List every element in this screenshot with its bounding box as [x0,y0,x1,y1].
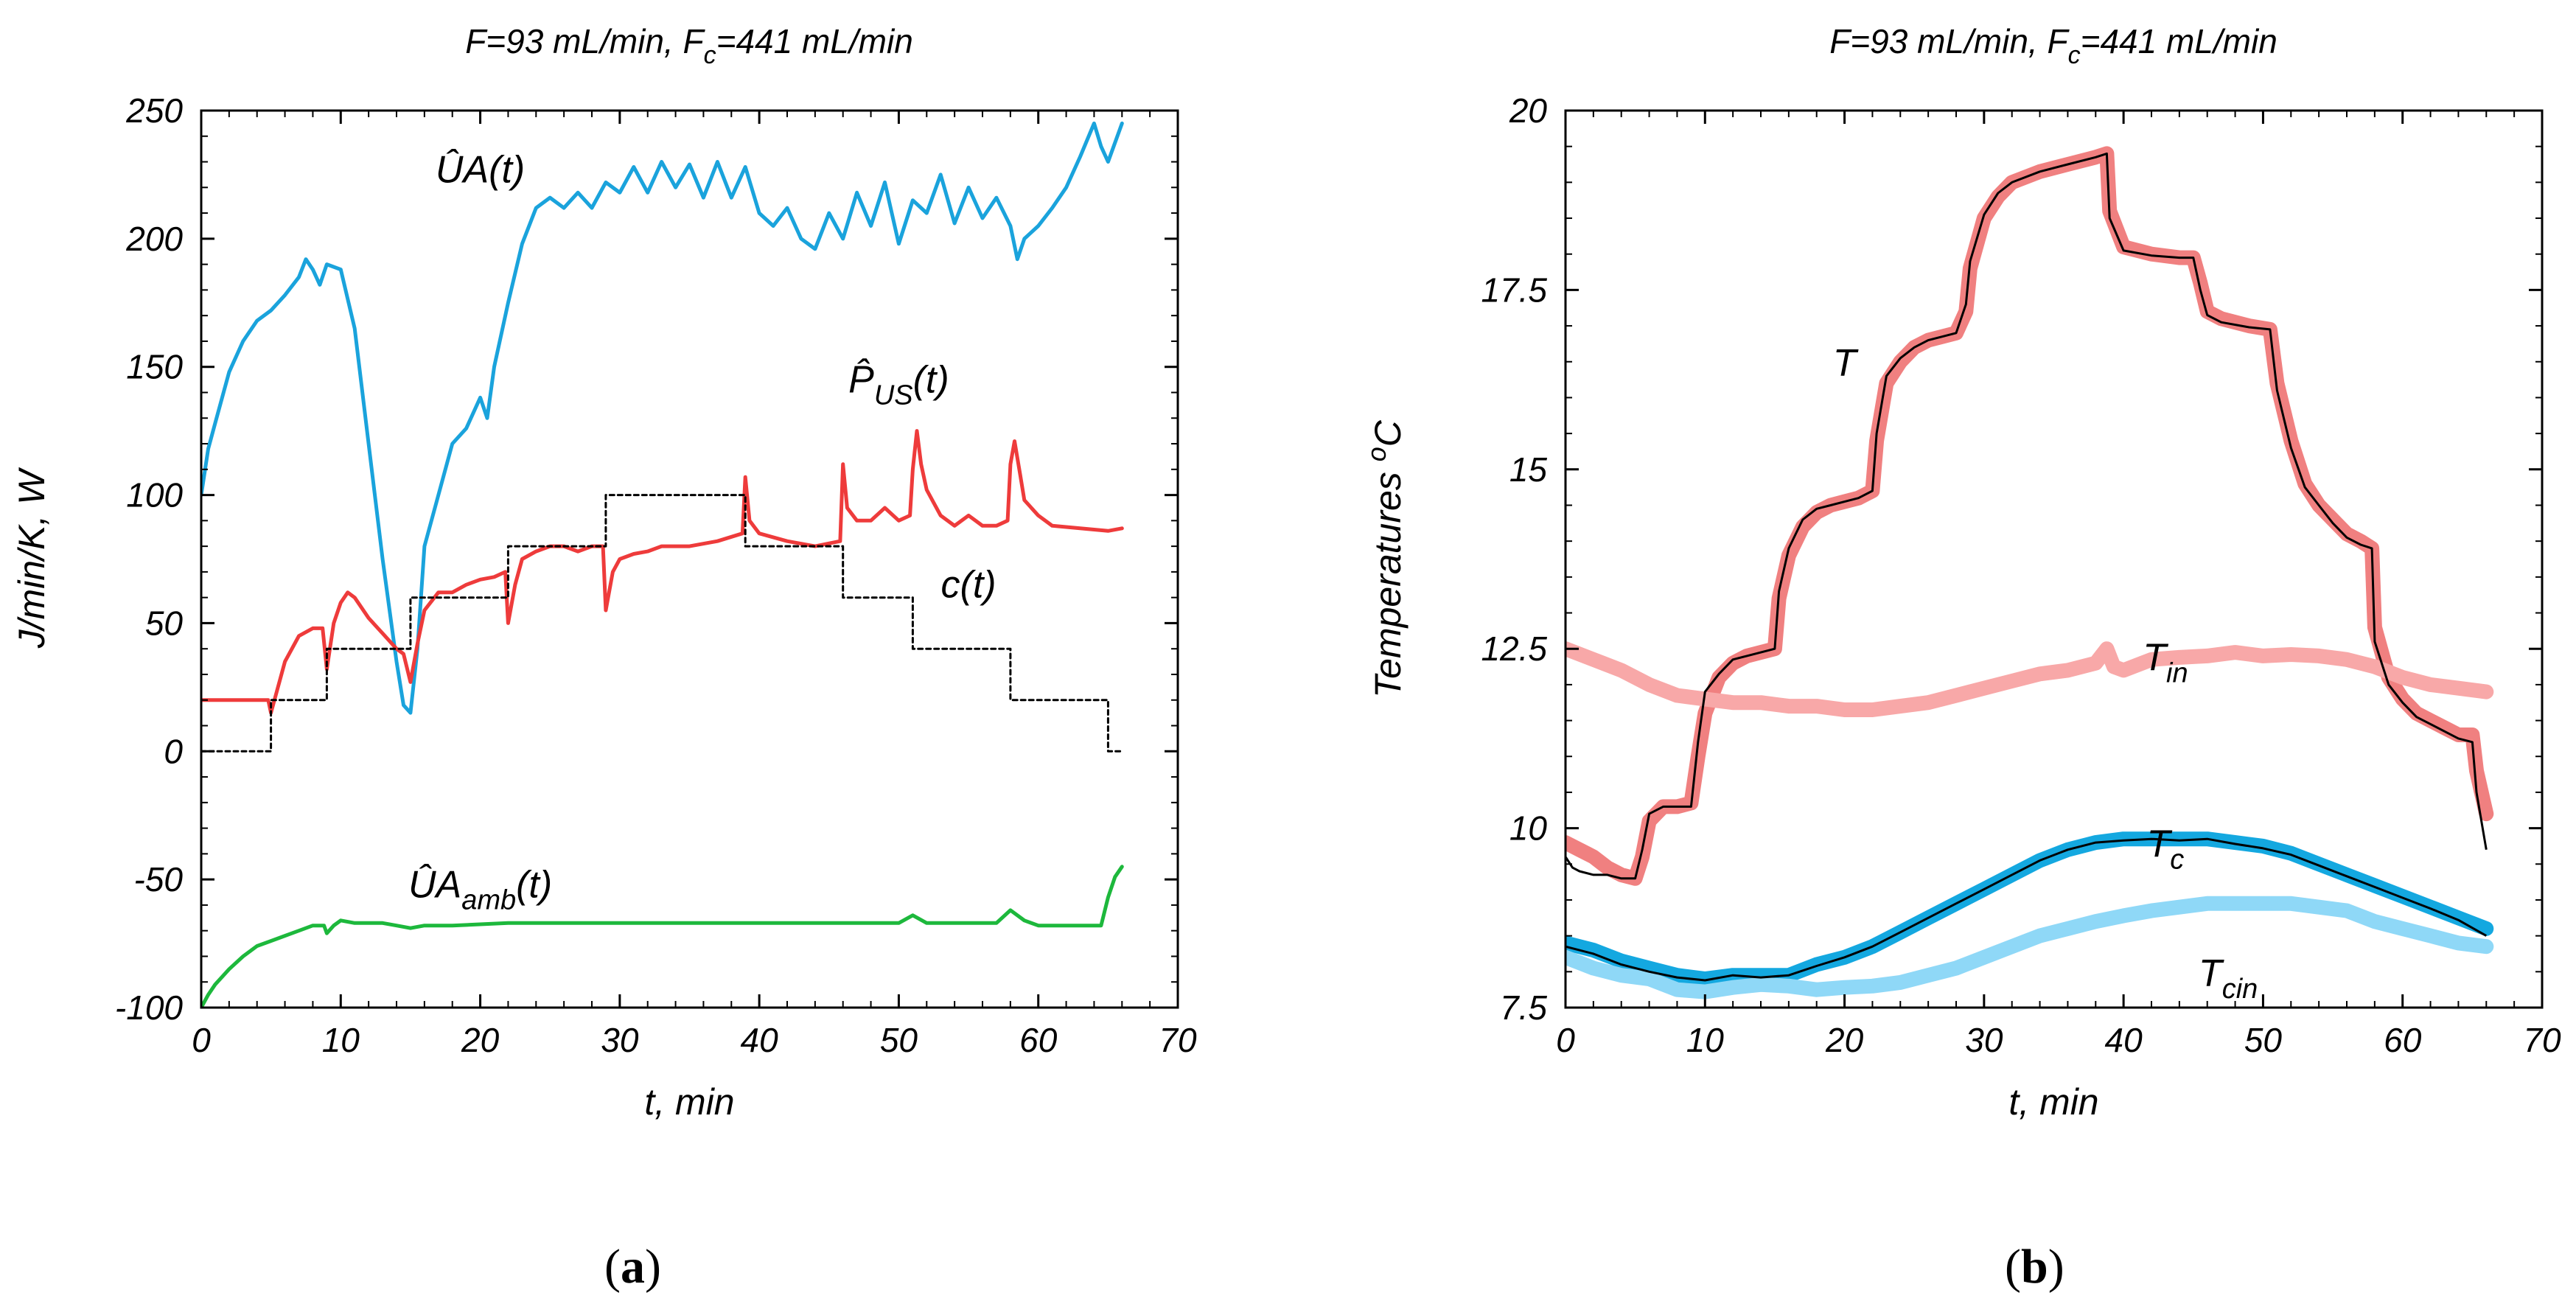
y-axis-label: J/min/K, W [11,467,52,649]
title-text-tail: =441 mL/min [2081,22,2277,60]
plot-frame [200,109,1179,1009]
x-tick-label: 70 [1159,1021,1197,1059]
series-line-tcin [1566,896,2494,999]
x-tick-label: 0 [192,1021,211,1059]
series-label-subscript: in [2166,657,2188,688]
caption-close: ) [2048,1240,2064,1294]
title-subscript: c [704,41,716,69]
y-tick-label: 7.5 [1500,988,1547,1027]
title-subscript: c [2068,41,2081,69]
caption-letter: b [2021,1240,2048,1294]
plot-area [201,121,1124,1008]
caption-letter: a [621,1240,645,1294]
series-label-subscript: cin [2222,974,2258,1005]
title-text: F=93 mL/min, F [1829,22,2070,60]
series-label-tail: (t) [516,863,552,906]
series-line-at [201,121,1124,715]
x-tick-label: 10 [1686,1021,1725,1059]
y-axis-label-text: Temperatures [1367,461,1409,698]
series-line-aambt [201,865,1124,1008]
y-tick-label: 250 [125,91,183,130]
title-text-tail: =441 mL/min [716,22,913,60]
plot-area [1566,146,2494,999]
series-label-main: T [2143,636,2168,679]
y-axis-label-text: J/min/K, W [11,467,52,649]
x-tick-label: 20 [461,1021,500,1059]
y-tick-label: 50 [145,604,184,642]
y-tick-label: 20 [1509,91,1548,130]
y-tick-label: 200 [125,220,183,258]
series-label-main: ÛA [408,863,461,906]
series-line-ct [201,494,1123,753]
y-tick-label: 17.5 [1481,271,1547,309]
x-tick-label: 40 [2105,1021,2143,1059]
x-axis-label: t, min [2008,1081,2098,1123]
x-tick-label: 20 [1825,1021,1864,1059]
y-tick-label: 10 [1509,809,1548,848]
series-label-main: ÛA(t) [436,148,525,191]
series-label-tail: (t) [913,358,949,401]
x-tick-label: 0 [1556,1021,1575,1059]
series-line-pust [201,429,1124,715]
series-label-pust: P̂US(t) [848,357,949,411]
y-axis-label-superscript: o [1361,447,1392,461]
series-label-subscript: amb [461,884,516,915]
measured-line-0 [1566,152,2488,880]
x-tick-label: 40 [741,1021,779,1059]
y-axis-label: Temperatures oC [1361,419,1409,698]
y-tick-label: 0 [164,732,183,770]
caption-close: ) [645,1240,661,1294]
panel-caption: (b) [2005,1240,2064,1294]
x-tick-label: 60 [1019,1021,1058,1059]
series-label-subscript: US [874,380,913,411]
series-label-ct: c(t) [941,564,996,607]
series-label-main: T [2199,952,2224,995]
series-line-t [1566,146,2494,886]
y-tick-label: 100 [126,476,183,514]
chart-panel-a: F=93 mL/min, Fc=441 mL/minÛA(t)P̂US(t)c(… [11,22,1197,1294]
title-text: F=93 mL/min, F [465,22,705,60]
x-tick-label: 10 [322,1021,360,1059]
series-label-tc: Tc [2147,823,2185,876]
y-axis-label-tail: C [1367,419,1409,447]
chart-title: F=93 mL/min, Fc=441 mL/min [1829,22,2277,69]
panel-caption: (a) [604,1240,661,1294]
series-line-tin [1566,641,2494,717]
y-tick-label: 150 [126,348,183,386]
x-tick-label: 50 [2244,1021,2283,1059]
series-label-main: T [1833,342,1859,385]
caption-open: ( [2005,1240,2021,1294]
x-axis-label: t, min [644,1081,734,1123]
series-label-aambt: ÛAamb(t) [408,863,552,915]
caption-open: ( [604,1240,621,1294]
y-tick-label: -100 [115,988,183,1027]
x-tick-label: 30 [601,1021,639,1059]
series-label-subscript: c [2170,845,2184,876]
chart-title: F=93 mL/min, Fc=441 mL/min [465,22,913,69]
x-tick-label: 60 [2384,1021,2422,1059]
y-tick-label: 12.5 [1481,629,1547,668]
series-label-at: ÛA(t) [436,148,525,191]
series-label-main: c(t) [941,564,996,607]
plot-frame [1564,109,2544,1009]
measured-line-1 [1566,837,2488,982]
x-tick-label: 30 [1965,1021,2003,1059]
series-label-t: T [1833,342,1859,385]
x-tick-label: 70 [2523,1021,2561,1059]
y-tick-label: 15 [1509,450,1548,489]
y-tick-label: -50 [134,860,184,898]
series-label-tcin: Tcin [2199,952,2258,1005]
series-label-main: T [2147,823,2173,866]
x-tick-label: 50 [880,1021,918,1059]
series-label-main: P̂ [848,357,874,402]
series-label-tin: Tin [2143,636,2188,688]
